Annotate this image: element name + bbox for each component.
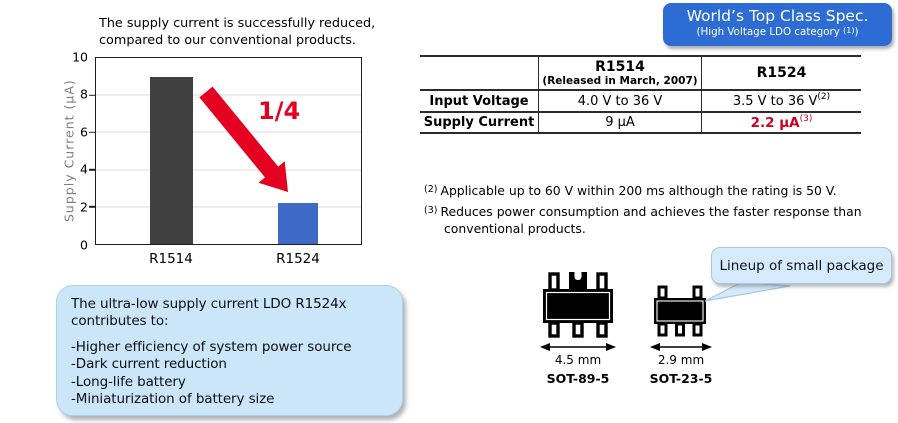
table-header-r1514: R1514 (Released in March, 2007) (538, 55, 701, 91)
y-tick-label: 2 (80, 199, 88, 215)
table-header-r1514-title: R1514 (595, 58, 645, 75)
sot-23-5-package-drawing (654, 285, 706, 337)
dimension-arrow-sot-89-5 (540, 343, 616, 351)
cell-footnote-ref: (2) (817, 92, 831, 102)
table-cell-input-voltage-r1514: 4.0 V to 36 V (538, 91, 701, 113)
reduction-ratio-label: 1/4 (258, 97, 301, 125)
badge-subtitle-text: (High Voltage LDO category (696, 25, 844, 38)
footnote-3: (3) Reduces power consumption and achieve… (424, 203, 898, 238)
footnote-text: Applicable up to 60 V within 200 ms alth… (440, 183, 837, 198)
benefit-item: -Long-life battery (71, 373, 186, 390)
table-cell-input-voltage-r1524: 3.5 V to 36 V (2) (701, 91, 861, 113)
cell-value-highlighted: 2.2 µA (750, 114, 800, 131)
reduction-arrow-icon (199, 86, 288, 192)
dimension-arrow-sot-23-5 (650, 343, 712, 351)
y-tick-label: 0 (80, 236, 88, 252)
dimension-label-sot-89-5: 4.5 mm (554, 353, 602, 367)
benefits-panel: The ultra-low supply current LDO R1524x … (56, 285, 403, 416)
gridline (96, 169, 361, 171)
spec-table: R1514 (Released in March, 2007) R1524 In… (420, 55, 861, 134)
bar-chart-plot (89, 57, 362, 245)
badge-footnote-ref: (1) (843, 25, 855, 35)
y-tick-label: 8 (80, 86, 88, 102)
table-header-empty (420, 55, 538, 91)
table-row-label-input-voltage: Input Voltage (420, 91, 538, 113)
cell-value: 3.5 V to 36 V (732, 93, 818, 109)
package-name-sot-23-5: SOT-23-5 (649, 371, 713, 386)
cell-value: 9 µA (605, 115, 635, 130)
table-cell-supply-current-r1514: 9 µA (538, 113, 701, 134)
y-tick-mark (89, 168, 95, 171)
footnote-marker: (2) (424, 184, 438, 195)
row-label: Input Voltage (429, 93, 529, 109)
x-category-r1514: R1514 (149, 251, 193, 267)
footnotes: (2) Applicable up to 60 V within 200 ms a… (424, 182, 898, 241)
table-cell-supply-current-r1524: 2.2 µA (3) (701, 113, 861, 134)
y-tick-mark (89, 206, 95, 208)
benefit-item: -Higher efficiency of system power sourc… (71, 338, 352, 355)
world-top-class-badge: World’s Top Class Spec. (High Voltage LD… (663, 3, 892, 46)
badge-subtitle: (High Voltage LDO category (1)) (663, 26, 892, 39)
cell-footnote-ref: (3) (799, 113, 813, 124)
footnote-2: (2) Applicable up to 60 V within 200 ms a… (424, 182, 898, 200)
cell-value: 4.0 V to 36 V (577, 93, 663, 109)
gridline (96, 206, 361, 208)
bar-r1514 (150, 76, 193, 244)
chart-caption: The supply current is successfully reduc… (99, 16, 376, 49)
badge-subtitle-close: ) (854, 25, 859, 38)
benefit-item: -Dark current reduction (71, 356, 227, 373)
badge-title: World’s Top Class Spec. (686, 7, 869, 25)
table-header-r1514-subtitle: (Released in March, 2007) (542, 75, 698, 88)
table-header-r1524: R1524 (701, 55, 861, 91)
footnote-text: Reduces power consumption and achieves t… (440, 203, 862, 237)
footnote-marker: (3) (424, 204, 438, 216)
y-tick-label: 10 (72, 48, 88, 64)
y-tick-label: 6 (80, 123, 88, 139)
y-tick-label: 4 (80, 161, 88, 177)
sot-89-5-package-drawing (543, 271, 613, 338)
small-package-callout: Lineup of small package (711, 247, 892, 284)
bar-r1524 (277, 203, 318, 244)
row-label: Supply Current (423, 115, 535, 130)
y-tick-mark (89, 131, 95, 134)
x-category-r1524: R1524 (276, 251, 320, 267)
package-name-sot-89-5: SOT-89-5 (546, 371, 610, 386)
table-row-label-supply-current: Supply Current (420, 113, 538, 134)
y-tick-mark (89, 94, 95, 96)
callout-tail (704, 281, 791, 302)
table-header-r1524-title: R1524 (756, 64, 807, 81)
benefits-intro: The ultra-low supply current LDO R1524x … (71, 296, 347, 330)
benefit-item: -Miniaturization of battery size (71, 391, 275, 408)
y-axis-ticks: 0 2 4 6 8 10 (66, 50, 90, 250)
dimension-label-sot-23-5: 2.9 mm (657, 353, 705, 367)
gridline (96, 94, 361, 96)
